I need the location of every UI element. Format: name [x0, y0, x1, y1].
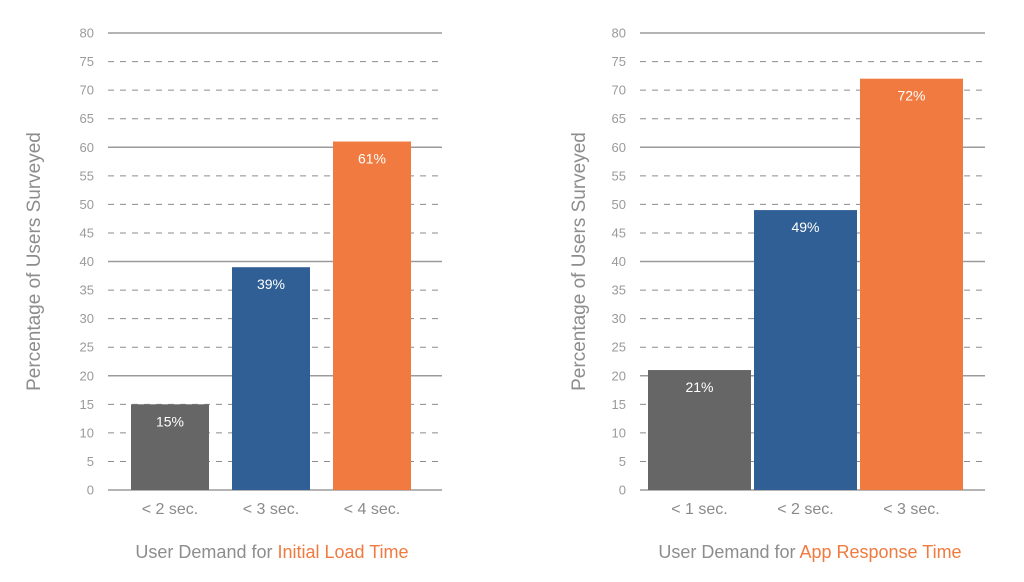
y-tick-label: 35 [80, 283, 94, 298]
x-tick-label: < 2 sec. [142, 501, 198, 518]
y-tick-label: 65 [80, 111, 94, 126]
x-tick-label: < 4 sec. [344, 501, 400, 518]
y-tick-label: 80 [612, 26, 626, 41]
bar [333, 141, 411, 490]
y-tick-label: 45 [612, 225, 626, 240]
y-tick-label: 35 [612, 283, 626, 298]
y-tick-label: 40 [80, 254, 94, 269]
y-tick-label: 10 [612, 425, 626, 440]
y-tick-label: 55 [612, 168, 626, 183]
bar [648, 370, 751, 490]
x-tick-label: < 2 sec. [777, 501, 833, 518]
y-tick-label: 30 [80, 311, 94, 326]
data-label: 72% [897, 88, 925, 104]
y-tick-label: 80 [80, 26, 94, 41]
y-tick-label: 20 [80, 368, 94, 383]
y-tick-label: 15 [612, 397, 626, 412]
y-tick-label: 40 [612, 254, 626, 269]
y-tick-label: 45 [80, 225, 94, 240]
y-tick-label: 5 [619, 454, 626, 469]
y-tick-label: 30 [612, 311, 626, 326]
y-tick-label: 0 [87, 483, 94, 498]
y-tick-label: 25 [80, 340, 94, 355]
x-tick-label: < 1 sec. [671, 501, 727, 518]
data-label: 49% [791, 219, 819, 235]
x-axis-title-highlight: App Response Time [799, 542, 961, 562]
y-tick-label: 55 [80, 168, 94, 183]
x-axis-title-highlight: Initial Load Time [277, 542, 408, 562]
y-tick-label: 75 [612, 54, 626, 69]
chart-app-response-time: 0 5 10 15 20 25 30 35 40 45 50 55 60 65 70 75 80 21% < 1 s… [569, 26, 985, 562]
x-tick-label: < 3 sec. [243, 501, 299, 518]
y-tick-label: 50 [80, 197, 94, 212]
y-tick-label: 60 [80, 140, 94, 155]
y-tick-label: 10 [80, 425, 94, 440]
y-tick-label: 75 [80, 54, 94, 69]
x-axis-title-prefix: User Demand for [658, 542, 799, 562]
y-axis-title: Percentage of Users Surveyed [569, 132, 590, 391]
y-tick-label: 65 [612, 111, 626, 126]
y-tick-label: 5 [87, 454, 94, 469]
bar [131, 404, 209, 490]
y-axis-title: Percentage of Users Surveyed [24, 132, 45, 391]
chart-initial-load-time: 0 5 10 15 20 25 30 35 40 45 50 55 60 65 70 75 80 15% < 2 s… [24, 26, 442, 562]
y-tick-label: 60 [612, 140, 626, 155]
y-tick-label: 15 [80, 397, 94, 412]
x-axis-title: User Demand for App Response Time [658, 542, 961, 562]
y-tick-label: 25 [612, 340, 626, 355]
data-label: 15% [156, 413, 184, 429]
y-tick-label: 20 [612, 368, 626, 383]
x-tick-label: < 3 sec. [883, 501, 939, 518]
x-axis-title-prefix: User Demand for [135, 542, 277, 562]
bar [860, 78, 963, 490]
bar [232, 267, 310, 490]
bar [754, 210, 857, 490]
y-tick-label: 0 [619, 483, 626, 498]
x-axis-title: User Demand for Initial Load Time [135, 542, 408, 562]
data-label: 39% [257, 276, 285, 292]
y-tick-label: 70 [612, 83, 626, 98]
y-tick-label: 50 [612, 197, 626, 212]
data-label: 61% [358, 151, 386, 167]
data-label: 21% [685, 379, 713, 395]
y-tick-label: 70 [80, 83, 94, 98]
